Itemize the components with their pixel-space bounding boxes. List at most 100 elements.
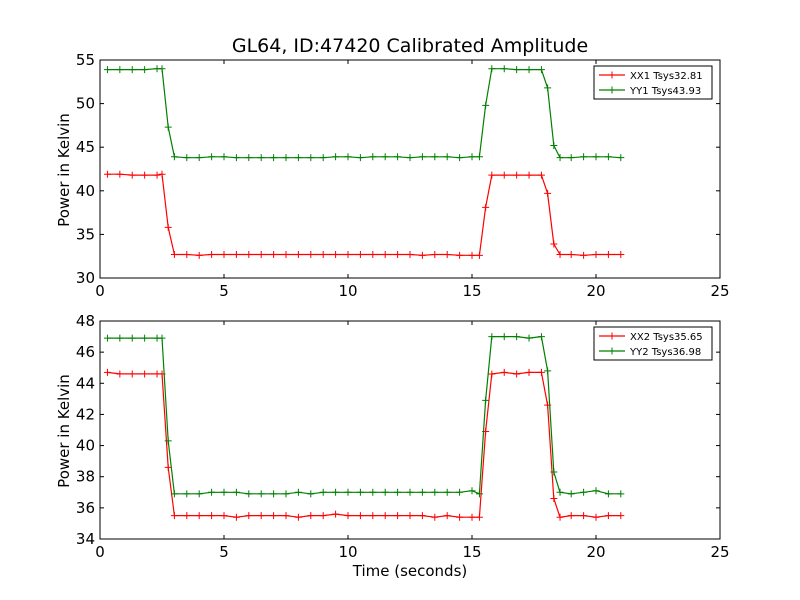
data-point-marker xyxy=(617,154,625,162)
data-point-marker xyxy=(164,463,172,471)
data-point-marker xyxy=(128,171,136,179)
data-point-marker xyxy=(604,490,612,498)
x-tick-label: 20 xyxy=(586,282,605,300)
x-tick-label: 15 xyxy=(462,282,481,300)
data-point-marker xyxy=(195,154,203,162)
data-point-marker xyxy=(270,250,278,258)
data-point-marker xyxy=(195,251,203,259)
legend-marker xyxy=(608,347,616,355)
data-point-marker xyxy=(356,512,364,520)
data-point-marker xyxy=(282,250,290,258)
data-point-marker xyxy=(319,154,327,162)
x-tick-label: 5 xyxy=(219,543,229,561)
legend-label: XX1 Tsys32.81 xyxy=(630,71,703,82)
data-point-marker xyxy=(431,153,439,161)
data-point-marker xyxy=(394,153,402,161)
y-tick-label: 36 xyxy=(76,499,95,517)
data-point-marker xyxy=(482,203,490,211)
data-point-marker xyxy=(580,488,588,496)
x-tick-label: 15 xyxy=(462,543,481,561)
y-tick-label: 48 xyxy=(76,312,95,330)
data-point-marker xyxy=(208,153,216,161)
data-point-marker xyxy=(556,513,564,521)
data-point-marker xyxy=(128,370,136,378)
data-point-marker xyxy=(456,513,464,521)
data-point-marker xyxy=(475,153,483,161)
data-point-marker xyxy=(513,333,521,341)
data-point-marker xyxy=(556,250,564,258)
data-point-marker xyxy=(103,66,111,74)
data-point-marker xyxy=(475,490,483,498)
data-point-marker xyxy=(344,153,352,161)
data-point-marker xyxy=(141,334,149,342)
data-point-marker xyxy=(103,170,111,178)
data-point-marker xyxy=(500,368,508,376)
data-point-marker xyxy=(406,488,414,496)
y-tick-label: 34 xyxy=(76,530,95,548)
data-point-marker xyxy=(245,512,253,520)
data-point-marker xyxy=(525,171,533,179)
data-point-marker xyxy=(468,487,476,495)
x-tick-label: 0 xyxy=(95,282,105,300)
data-point-marker xyxy=(406,250,414,258)
data-point-marker xyxy=(344,488,352,496)
data-point-marker xyxy=(468,153,476,161)
x-tick-label: 25 xyxy=(710,282,729,300)
y-tick-label: 44 xyxy=(76,374,95,392)
data-point-marker xyxy=(141,370,149,378)
data-point-marker xyxy=(369,153,377,161)
data-point-marker xyxy=(482,396,490,404)
data-point-marker xyxy=(394,512,402,520)
data-point-marker xyxy=(617,250,625,258)
x-tick-label: 10 xyxy=(338,282,357,300)
data-point-marker xyxy=(468,251,476,259)
chart-title: GL64, ID:47420 Calibrated Amplitude xyxy=(231,35,589,57)
legend-marker xyxy=(608,86,616,94)
data-point-marker xyxy=(604,250,612,258)
data-point-marker xyxy=(513,66,521,74)
data-point-marker xyxy=(580,153,588,161)
data-point-marker xyxy=(369,512,377,520)
data-point-marker xyxy=(580,251,588,259)
data-point-marker xyxy=(550,240,558,248)
data-point-marker xyxy=(232,513,240,521)
data-point-marker xyxy=(456,488,464,496)
data-point-marker xyxy=(141,66,149,74)
data-point-marker xyxy=(257,250,265,258)
data-point-marker xyxy=(567,250,575,258)
data-point-marker xyxy=(381,488,389,496)
data-point-marker xyxy=(418,488,426,496)
data-point-marker xyxy=(232,154,240,162)
y-tick-label: 46 xyxy=(76,343,95,361)
data-point-marker xyxy=(183,250,191,258)
data-point-marker xyxy=(369,488,377,496)
data-point-marker xyxy=(488,171,496,179)
data-point-marker xyxy=(116,370,124,378)
data-point-marker xyxy=(369,250,377,258)
data-point-marker xyxy=(443,512,451,520)
x-tick-label: 0 xyxy=(95,543,105,561)
legend-box xyxy=(593,65,713,100)
x-tick-label: 25 xyxy=(710,543,729,561)
data-point-marker xyxy=(245,250,253,258)
data-point-marker xyxy=(418,251,426,259)
data-point-marker xyxy=(164,437,172,445)
data-point-marker xyxy=(431,250,439,258)
data-point-marker xyxy=(332,153,340,161)
data-point-marker xyxy=(567,512,575,520)
data-point-marker xyxy=(103,334,111,342)
series-line xyxy=(107,173,621,256)
data-point-marker xyxy=(141,171,149,179)
series-line xyxy=(107,371,621,518)
y-tick-label: 55 xyxy=(76,51,95,69)
data-point-marker xyxy=(307,512,315,520)
data-point-marker xyxy=(550,495,558,503)
data-point-marker xyxy=(544,84,552,92)
data-point-marker xyxy=(183,512,191,520)
data-point-marker xyxy=(319,512,327,520)
data-point-marker xyxy=(418,512,426,520)
data-point-marker xyxy=(488,370,496,378)
x-tick-label: 10 xyxy=(338,543,357,561)
data-point-marker xyxy=(220,512,228,520)
